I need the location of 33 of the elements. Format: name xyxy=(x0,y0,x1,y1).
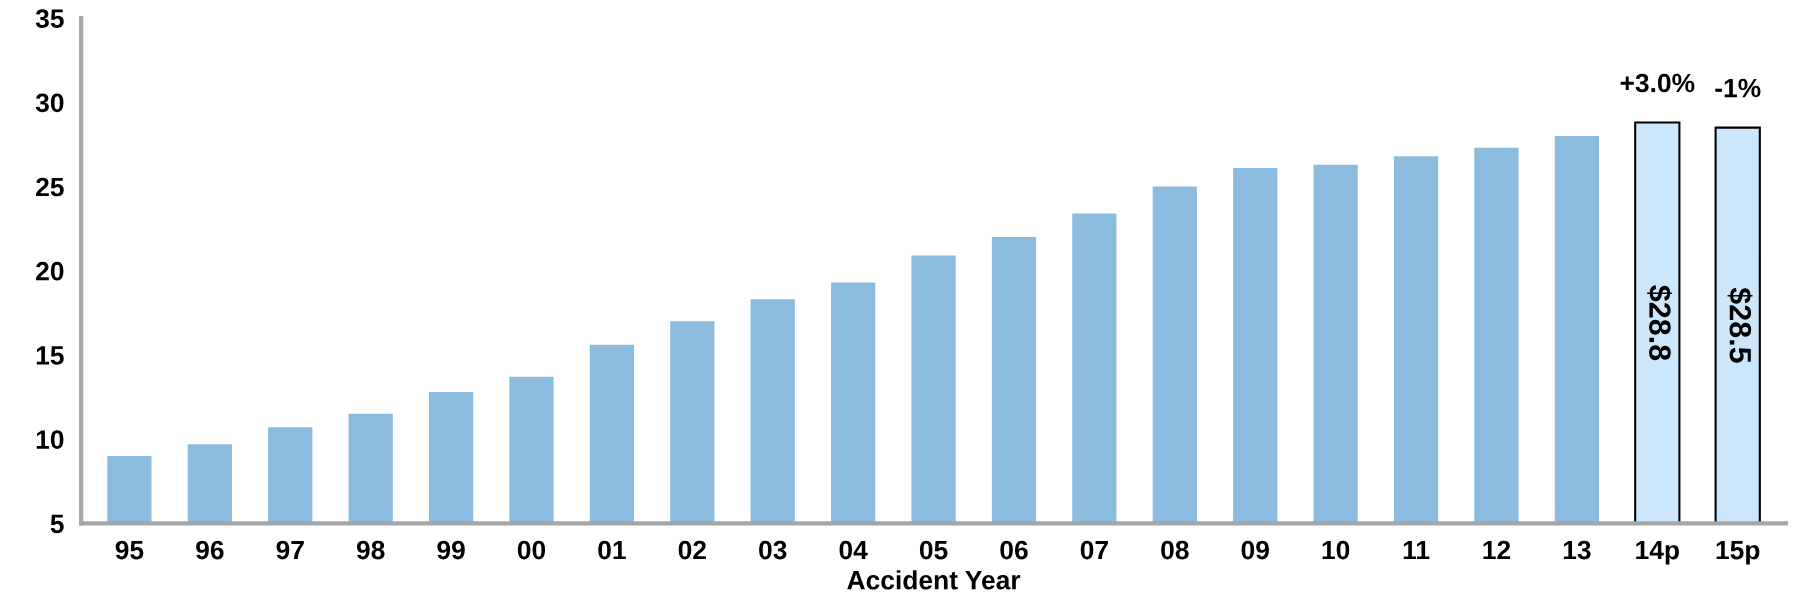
x-tick-label: 02 xyxy=(678,540,706,560)
x-tick-label: 11 xyxy=(1403,540,1430,560)
annotation: +3.0% xyxy=(1620,73,1695,93)
x-axis-title: Accident Year xyxy=(847,570,1021,590)
y-tick-label: 10 xyxy=(36,430,64,449)
annotation: -1% xyxy=(1715,78,1761,98)
x-tick-label: 04 xyxy=(839,540,868,560)
x-tick-label: 09 xyxy=(1241,540,1269,560)
x-tick-label: 01 xyxy=(598,540,626,560)
x-tick-label: 00 xyxy=(517,540,546,560)
x-tick-label: 14p xyxy=(1636,540,1679,565)
x-tick-label: 15p xyxy=(1716,540,1760,565)
x-tick-label: 13 xyxy=(1563,540,1591,560)
x-tick-label: 98 xyxy=(356,540,385,560)
data-label: $28.8 xyxy=(1647,285,1673,361)
y-tick-label: 5 xyxy=(50,514,64,534)
y-tick-label: 35 xyxy=(35,9,64,29)
x-tick-label: 05 xyxy=(919,540,948,560)
x-tick-label: 08 xyxy=(1161,540,1189,560)
y-tick-label: 20 xyxy=(36,261,64,281)
y-tick-label: 25 xyxy=(36,177,64,197)
x-tick-label: 95 xyxy=(115,540,144,560)
x-tick-label: 12 xyxy=(1483,540,1511,560)
x-tick-label: 99 xyxy=(437,540,465,560)
x-tick-label: 10 xyxy=(1322,540,1350,560)
data-label: $28.5 xyxy=(1727,287,1753,363)
x-tick-label: 96 xyxy=(196,540,224,560)
x-tick-label: 03 xyxy=(759,540,787,560)
x-tick-label: 06 xyxy=(1000,540,1028,560)
y-tick-label: 30 xyxy=(35,93,64,113)
y-tick-label: 15 xyxy=(36,346,64,365)
x-tick-label: 07 xyxy=(1080,540,1108,560)
x-tick-label: 97 xyxy=(276,540,304,560)
